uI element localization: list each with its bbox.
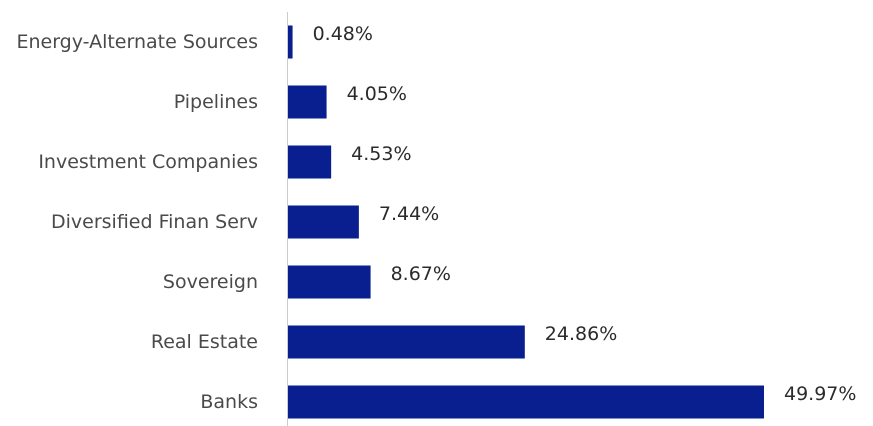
value-label: 0.48% [313,23,373,45]
value-label: 49.97% [784,383,856,405]
bar [288,25,293,59]
category-label: Sovereign [163,271,258,293]
category-label: Banks [200,391,258,413]
value-label: 8.67% [391,263,451,285]
bar [288,85,327,119]
value-label: 7.44% [379,203,439,225]
value-label: 4.53% [351,143,411,165]
category-label: Investment Companies [38,151,258,173]
bar [288,325,525,359]
category-label: Diversified Finan Serv [51,211,258,233]
bar [288,385,764,419]
bar [288,145,332,179]
value-label: 24.86% [545,323,617,345]
value-label: 4.05% [347,83,407,105]
category-label: Energy-Alternate Sources [16,31,258,53]
category-label: Real Estate [151,331,258,353]
bar [288,205,359,239]
bar [288,265,371,299]
category-label: Pipelines [174,91,258,113]
